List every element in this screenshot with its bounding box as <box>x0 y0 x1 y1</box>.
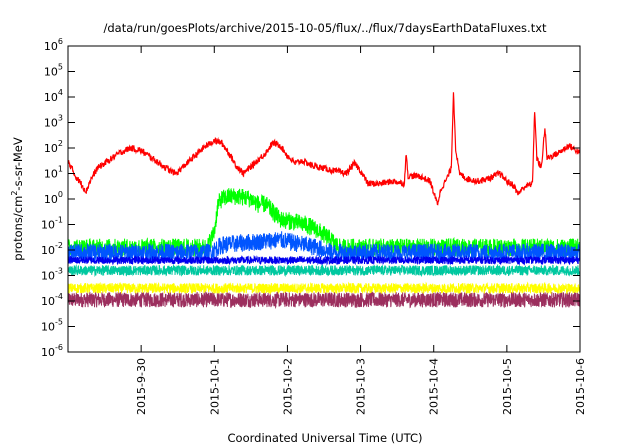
y-tick-base: 10 <box>44 142 58 155</box>
y-tick-exponent: -3 <box>55 267 63 276</box>
x-tick-label: 2015-10-5 <box>501 358 514 415</box>
x-axis-label: Coordinated Universal Time (UTC) <box>228 431 423 445</box>
y-tick-exponent: -2 <box>55 241 63 250</box>
y-tick-base: 10 <box>41 346 55 359</box>
y-tick-exponent: -6 <box>55 343 63 352</box>
y-tick-label: 10-5 <box>41 318 63 334</box>
chart-title: /data/run/goesPlots/archive/2015-10-05/f… <box>103 21 547 35</box>
x-tick-label: 2015-10-3 <box>355 358 368 415</box>
y-tick-label: 10-3 <box>41 267 63 283</box>
y-axis-ticks: 10-610-510-410-310-210-11001011021031041… <box>41 37 580 359</box>
y-tick-label: 10-4 <box>41 292 63 308</box>
y-tick-label: 101 <box>44 165 63 181</box>
y-tick-exponent: -1 <box>55 216 63 225</box>
y-tick-base: 10 <box>44 193 58 206</box>
y-axis-label-sup: 2 <box>10 191 19 196</box>
y-tick-label: 10-2 <box>41 241 63 257</box>
y-axis-label-suffix: -s-sr-MeV <box>11 137 25 190</box>
y-axis-label-prefix: protons/cm <box>11 196 25 261</box>
series-line <box>68 92 580 206</box>
y-tick-label: 10-6 <box>41 343 63 359</box>
series-line <box>68 231 580 264</box>
y-tick-exponent: 2 <box>58 139 63 148</box>
series-layer <box>68 92 580 310</box>
y-tick-exponent: -4 <box>55 292 63 301</box>
y-tick-label: 103 <box>44 114 63 130</box>
series-line <box>68 290 580 310</box>
x-tick-label: 2015-9-30 <box>135 358 148 415</box>
y-tick-label: 102 <box>44 139 63 155</box>
y-tick-base: 10 <box>41 219 55 232</box>
series-line <box>68 281 580 296</box>
y-tick-exponent: 3 <box>58 114 63 123</box>
y-tick-label: 105 <box>44 63 63 79</box>
y-tick-base: 10 <box>41 244 55 257</box>
y-tick-exponent: 5 <box>58 63 63 72</box>
y-axis-label: protons/cm2-s-sr-MeV <box>10 137 25 261</box>
y-tick-label: 10-1 <box>41 216 63 232</box>
y-tick-base: 10 <box>44 40 58 53</box>
y-tick-exponent: 4 <box>58 88 63 97</box>
y-tick-exponent: 1 <box>58 165 63 174</box>
y-tick-base: 10 <box>41 295 55 308</box>
series-line <box>68 263 580 278</box>
plot-frame <box>67 45 581 353</box>
y-tick-exponent: -5 <box>55 318 63 327</box>
x-tick-label: 2015-10-6 <box>574 358 587 415</box>
y-tick-label: 106 <box>44 37 63 53</box>
series-line <box>68 254 580 266</box>
y-tick-label: 100 <box>44 190 63 206</box>
y-tick-base: 10 <box>44 168 58 181</box>
y-tick-label: 104 <box>44 88 63 104</box>
x-tick-label: 2015-10-4 <box>428 358 441 415</box>
x-axis-ticks: 2015-9-30 2015-10-1 2015-10-2 2015-10-3 2015… <box>135 46 587 415</box>
y-tick-exponent: 6 <box>58 37 63 46</box>
y-tick-base: 10 <box>44 91 58 104</box>
y-tick-base: 10 <box>41 321 55 334</box>
y-tick-base: 10 <box>41 270 55 283</box>
y-tick-base: 10 <box>44 66 58 79</box>
x-tick-label: 2015-10-2 <box>281 358 294 415</box>
x-tick-label: 2015-10-1 <box>208 358 221 415</box>
y-tick-base: 10 <box>44 117 58 130</box>
y-tick-exponent: 0 <box>58 190 63 199</box>
